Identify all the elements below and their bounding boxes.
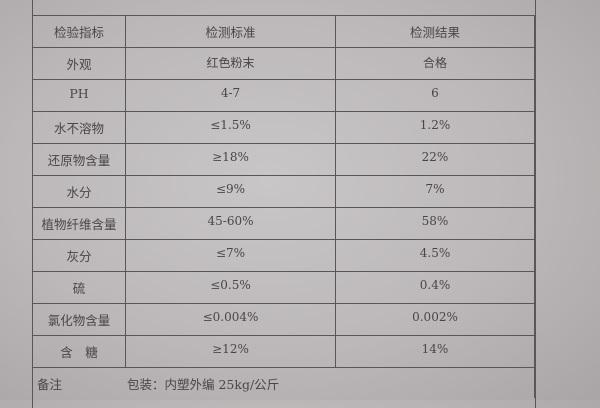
item-cell: 硫: [32, 271, 126, 304]
table-row: 水分 ≤9% 7%: [32, 175, 535, 208]
table-header-row: 检验指标 检测标准 检测结果: [32, 15, 535, 48]
standard-cell: 红色粉末: [125, 47, 336, 80]
result-cell: 合格: [335, 47, 535, 80]
table-row: 水不溶物 ≤1.5% 1.2%: [32, 111, 535, 144]
table-row: 氯化物含量 ≤0.004% 0.002%: [32, 303, 535, 336]
standard-cell: 45-60%: [125, 207, 336, 240]
result-cell: 22%: [335, 143, 535, 176]
standard-cell: ≥18%: [125, 143, 336, 176]
remark-label: 备注: [37, 377, 63, 392]
table-row: 还原物含量 ≥18% 22%: [32, 143, 535, 176]
result-cell: 0.002%: [335, 303, 535, 336]
header-standard: 检测标准: [125, 15, 336, 48]
result-cell: 58%: [335, 207, 535, 240]
standard-cell: ≤0.004%: [125, 303, 336, 336]
standard-cell: ≤1.5%: [125, 111, 336, 144]
result-cell: 14%: [335, 335, 535, 368]
remark-row: 备注 包装：内塑外编 25kg/公斤: [32, 367, 535, 398]
item-cell: 氯化物含量: [32, 303, 126, 336]
item-cell: 含 糖: [32, 335, 126, 368]
item-cell: 还原物含量: [32, 143, 126, 176]
table-row: 外观 红色粉末 合格: [32, 47, 535, 80]
standard-cell: ≤7%: [125, 239, 336, 272]
item-cell: 外观: [32, 47, 126, 80]
result-cell: 0.4%: [335, 271, 535, 304]
standard-cell: 4-7: [125, 79, 336, 112]
standard-cell: ≤9%: [125, 175, 336, 208]
result-cell: 6: [335, 79, 535, 112]
result-cell: 1.2%: [335, 111, 535, 144]
item-cell: 灰分: [32, 239, 126, 272]
item-cell: 水分: [32, 175, 126, 208]
standard-cell: ≥12%: [125, 335, 336, 368]
table-row: 硫 ≤0.5% 0.4%: [32, 271, 535, 304]
standard-cell: ≤0.5%: [125, 271, 336, 304]
result-cell: 4.5%: [335, 239, 535, 272]
header-item: 检验指标: [32, 15, 126, 48]
item-cell: 水不溶物: [32, 111, 126, 144]
remark-cell: 备注 包装：内塑外编 25kg/公斤: [32, 367, 535, 398]
header-result: 检测结果: [335, 15, 535, 48]
table-row: 灰分 ≤7% 4.5%: [32, 239, 535, 272]
remark-text: 包装：内塑外编 25kg/公斤: [127, 377, 280, 392]
table-row: 含 糖 ≥12% 14%: [32, 335, 535, 368]
inspection-table: 检验指标 检测标准 检测结果 外观 红色粉末 合格 PH 4-7 6 水不溶物 ≤1.5% 1.…: [32, 15, 535, 398]
result-cell: 7%: [335, 175, 535, 208]
table-row: PH 4-7 6: [32, 79, 535, 112]
table-row: 植物纤维含量 45-60% 58%: [32, 207, 535, 240]
item-cell: PH: [32, 79, 126, 112]
item-cell: 植物纤维含量: [32, 207, 126, 240]
